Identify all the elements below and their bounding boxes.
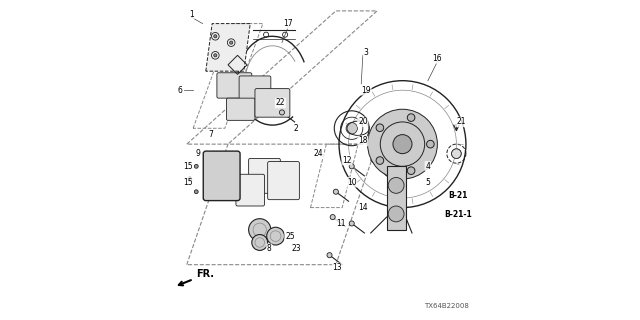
- Circle shape: [214, 35, 217, 38]
- Text: 8: 8: [267, 244, 271, 253]
- Circle shape: [349, 164, 355, 169]
- Text: 14: 14: [358, 203, 367, 212]
- Circle shape: [333, 189, 339, 194]
- FancyBboxPatch shape: [227, 98, 255, 120]
- Text: B-21: B-21: [448, 191, 468, 200]
- Circle shape: [327, 252, 332, 258]
- Circle shape: [376, 157, 384, 164]
- Text: 17: 17: [284, 19, 293, 28]
- Circle shape: [388, 206, 404, 222]
- Text: 12: 12: [342, 156, 352, 164]
- Circle shape: [349, 221, 355, 226]
- Polygon shape: [206, 24, 250, 71]
- FancyBboxPatch shape: [217, 73, 252, 98]
- FancyBboxPatch shape: [236, 174, 264, 206]
- Text: FR.: FR.: [179, 269, 214, 285]
- Circle shape: [376, 124, 384, 132]
- Circle shape: [388, 178, 404, 193]
- Text: 6: 6: [177, 86, 182, 95]
- Text: 4: 4: [426, 162, 430, 171]
- Text: TX64B22008: TX64B22008: [424, 303, 469, 309]
- Text: 3: 3: [364, 48, 369, 57]
- Circle shape: [230, 41, 233, 44]
- Text: 25: 25: [285, 232, 294, 241]
- Text: 15: 15: [184, 162, 193, 171]
- Text: 10: 10: [347, 178, 356, 187]
- Text: 13: 13: [333, 263, 342, 272]
- Circle shape: [214, 54, 217, 57]
- Text: 20: 20: [358, 117, 367, 126]
- Circle shape: [252, 235, 268, 251]
- Circle shape: [427, 140, 434, 148]
- FancyBboxPatch shape: [248, 158, 280, 193]
- Text: 1: 1: [189, 10, 194, 19]
- Circle shape: [367, 109, 437, 179]
- Text: 21: 21: [456, 117, 466, 126]
- Circle shape: [195, 164, 198, 168]
- Text: 2: 2: [294, 124, 299, 133]
- Circle shape: [195, 190, 198, 194]
- Circle shape: [267, 227, 284, 245]
- Text: 5: 5: [426, 178, 430, 187]
- Circle shape: [188, 177, 192, 181]
- FancyBboxPatch shape: [204, 151, 240, 201]
- Circle shape: [214, 184, 226, 196]
- Text: 7: 7: [208, 130, 213, 139]
- Text: 16: 16: [433, 54, 442, 63]
- Text: 15: 15: [184, 178, 193, 187]
- Text: 23: 23: [291, 244, 301, 253]
- Text: 9: 9: [195, 149, 200, 158]
- Circle shape: [248, 219, 271, 241]
- Circle shape: [393, 135, 412, 154]
- Circle shape: [452, 149, 461, 158]
- Circle shape: [346, 123, 357, 134]
- Circle shape: [280, 110, 284, 115]
- Text: 22: 22: [276, 99, 285, 108]
- FancyBboxPatch shape: [255, 89, 290, 117]
- Circle shape: [407, 114, 415, 121]
- Text: 18: 18: [358, 136, 367, 146]
- Text: 19: 19: [361, 86, 371, 95]
- Circle shape: [407, 167, 415, 174]
- FancyBboxPatch shape: [268, 162, 300, 200]
- Circle shape: [330, 215, 335, 220]
- Text: 11: 11: [336, 219, 346, 228]
- Text: B-21-1: B-21-1: [444, 210, 472, 219]
- Polygon shape: [387, 166, 406, 230]
- Circle shape: [207, 171, 221, 184]
- Text: 24: 24: [314, 149, 323, 158]
- FancyBboxPatch shape: [239, 76, 271, 105]
